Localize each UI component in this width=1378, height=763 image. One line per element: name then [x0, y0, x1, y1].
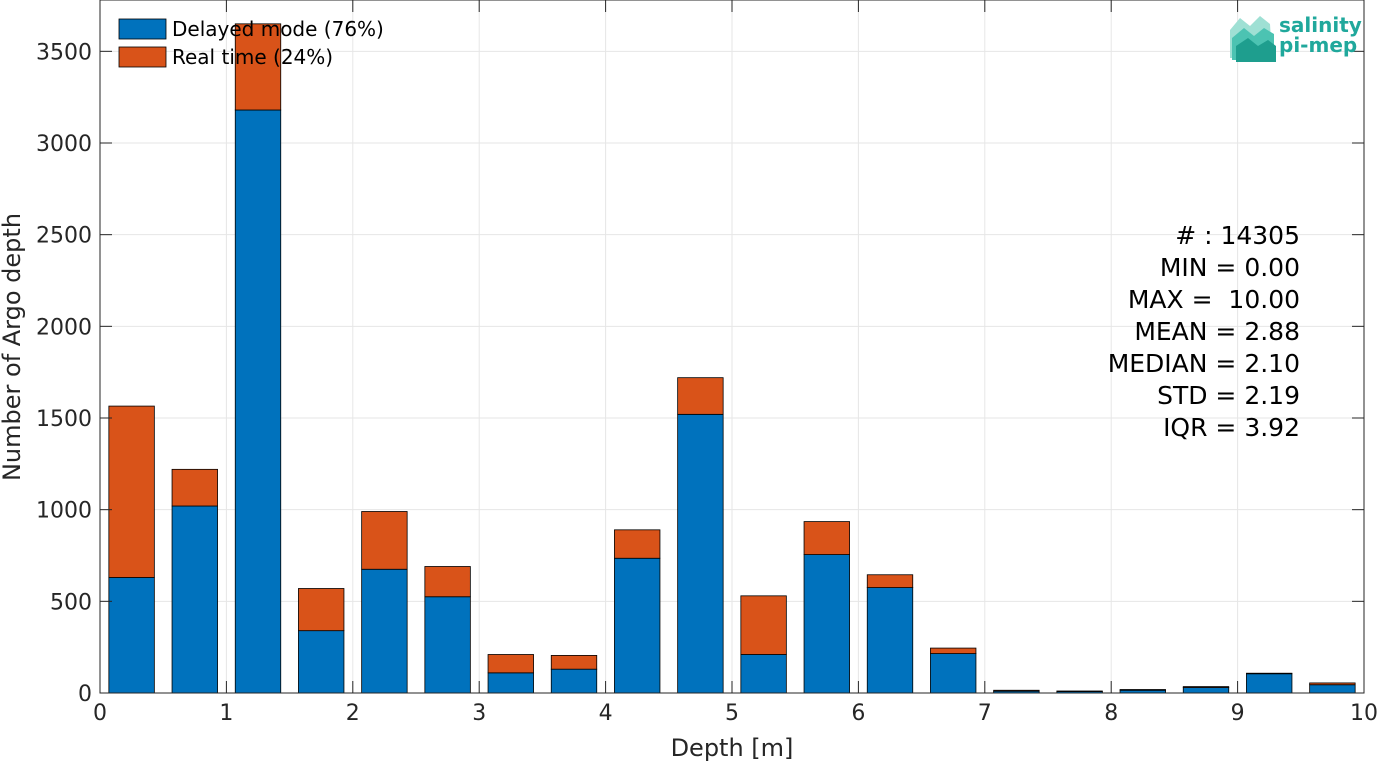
salinity-pi-mep-logo: salinity pi-mep [1230, 13, 1362, 62]
bar-delayed-mode-11 [803, 554, 850, 694]
bar-delayed-mode-4 [361, 568, 408, 694]
bars [108, 23, 1356, 694]
x-axis-label: Depth [m] [671, 734, 794, 762]
bar-real-time-18 [1246, 672, 1293, 675]
bar-real-time-13 [930, 647, 977, 654]
x-tick-label: 9 [1231, 701, 1245, 726]
stat-median: MEDIAN = 2.10 [1108, 349, 1300, 378]
stat-min: MIN = 0.00 [1160, 253, 1300, 282]
stat-iqr: IQR = 3.92 [1163, 413, 1300, 442]
y-tick-label: 1000 [36, 499, 92, 524]
bar-real-time-5 [424, 566, 471, 598]
bar-real-time-10 [740, 595, 787, 655]
bar-real-time-11 [803, 521, 850, 555]
stat-count: # : 14305 [1175, 221, 1300, 250]
x-tick-label: 8 [1104, 701, 1118, 726]
bar-delayed-mode-1 [171, 505, 218, 694]
y-tick-label: 500 [50, 590, 92, 615]
y-tick-label: 2000 [36, 315, 92, 340]
x-tick-label: 3 [472, 701, 486, 726]
bar-real-time-8 [614, 529, 661, 559]
y-tick-label: 1500 [36, 407, 92, 432]
tick-labels: 0 1 2 3 4 5 6 7 8 9 10 0 500 1000 1500 2000 2500 3000 3500 [36, 40, 1378, 726]
ticks [99, 0, 1365, 694]
bar-real-time-9 [677, 377, 724, 415]
x-tick-label: 5 [725, 701, 739, 726]
x-tick-label: 10 [1350, 701, 1378, 726]
stat-mean: MEAN = 2.88 [1134, 317, 1300, 346]
logo-line2: pi-mep [1279, 33, 1357, 57]
legend-label-realtime: Real time (24%) [172, 45, 333, 69]
legend-swatch-realtime [118, 46, 167, 68]
y-axis-label: Number of Argo depth [0, 213, 26, 481]
bar-delayed-mode-7 [550, 668, 598, 694]
logo-line1: salinity [1279, 13, 1362, 37]
x-tick-label: 7 [978, 701, 992, 726]
bar-delayed-mode-9 [677, 413, 724, 694]
bar-real-time-17 [1182, 686, 1230, 688]
bar-delayed-mode-19 [1309, 684, 1356, 694]
stat-std: STD = 2.19 [1157, 381, 1300, 410]
bar-real-time-15 [1056, 690, 1103, 692]
bar-delayed-mode-13 [930, 653, 977, 694]
x-tick-label: 6 [851, 701, 865, 726]
y-tick-label: 3000 [36, 132, 92, 157]
grid [100, 0, 1364, 693]
x-tick-label: 0 [93, 701, 107, 726]
stat-max: MAX = 10.00 [1128, 285, 1300, 314]
bar-real-time-14 [993, 689, 1040, 692]
x-tick-label: 1 [219, 701, 233, 726]
y-tick-label: 3500 [36, 40, 92, 65]
bar-real-time-1 [171, 468, 218, 507]
bar-real-time-12 [866, 574, 914, 588]
bar-real-time-7 [550, 655, 598, 670]
bar-delayed-mode-5 [424, 596, 471, 694]
bar-delayed-mode-12 [866, 587, 914, 694]
x-tick-label: 4 [599, 701, 613, 726]
bar-real-time-2 [234, 23, 282, 111]
bar-delayed-mode-0 [108, 577, 155, 694]
bar-real-time-4 [361, 511, 408, 570]
bar-delayed-mode-10 [740, 654, 787, 694]
bar-real-time-6 [487, 654, 534, 674]
bar-delayed-mode-18 [1246, 673, 1293, 694]
bar-delayed-mode-8 [614, 557, 661, 694]
stats-annotation: # : 14305 MIN = 0.00 MAX = 10.00 MEAN = … [1108, 221, 1300, 442]
x-tick-label: 2 [346, 701, 360, 726]
legend-swatch-delayed [118, 18, 167, 40]
bar-delayed-mode-2 [234, 109, 282, 694]
bar-real-time-3 [298, 588, 345, 632]
y-tick-label: 0 [78, 682, 92, 707]
legend: Delayed mode (76%) Real time (24%) [118, 17, 384, 69]
bar-delayed-mode-3 [298, 630, 345, 694]
legend-label-delayed: Delayed mode (76%) [172, 17, 384, 41]
bar-real-time-19 [1309, 682, 1356, 686]
y-tick-label: 2500 [36, 224, 92, 249]
bar-real-time-16 [1119, 689, 1166, 691]
bar-delayed-mode-17 [1182, 687, 1230, 694]
bar-real-time-0 [108, 405, 155, 578]
bar-delayed-mode-6 [487, 672, 534, 694]
waves-icon [1230, 16, 1276, 62]
